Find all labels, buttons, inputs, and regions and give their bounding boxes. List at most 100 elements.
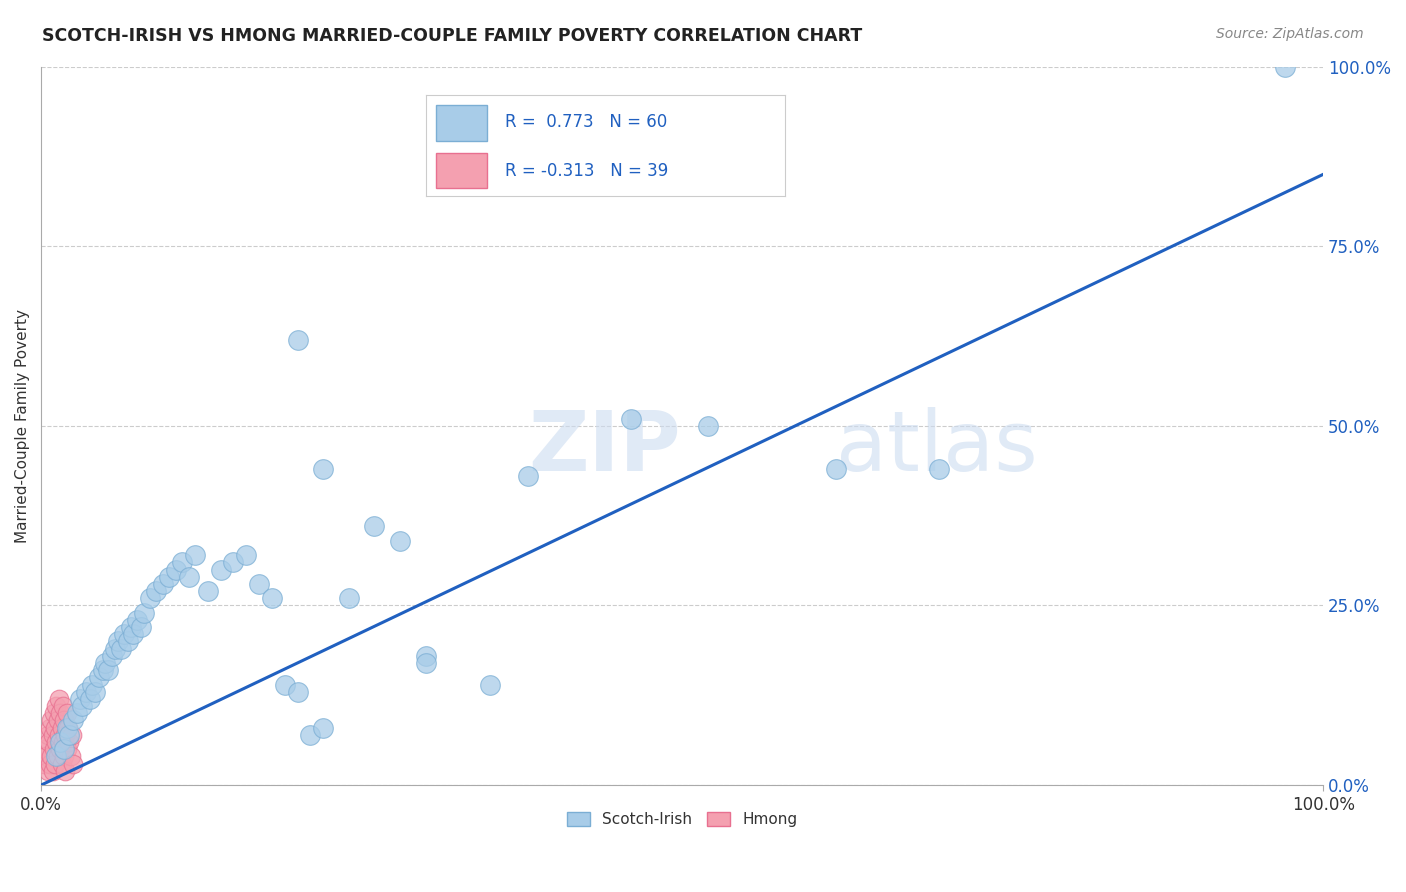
- Point: [34, 742, 56, 756]
- Point: [152, 577, 174, 591]
- Point: [45, 735, 67, 749]
- Point: [46, 714, 69, 728]
- Legend: Scotch-Irish, Hmong: Scotch-Irish, Hmong: [560, 805, 806, 835]
- Point: [38, 735, 60, 749]
- Point: [37, 728, 59, 742]
- Point: [37, 764, 59, 778]
- Point: [55, 728, 77, 742]
- Point: [104, 641, 127, 656]
- Point: [696, 418, 718, 433]
- Point: [260, 591, 283, 606]
- Point: [45, 699, 67, 714]
- Point: [114, 627, 136, 641]
- Point: [62, 714, 84, 728]
- Point: [59, 749, 82, 764]
- Point: [100, 648, 122, 663]
- Point: [66, 706, 89, 721]
- Point: [247, 577, 270, 591]
- Point: [363, 519, 385, 533]
- Point: [42, 742, 65, 756]
- Point: [517, 469, 540, 483]
- Text: SCOTCH-IRISH VS HMONG MARRIED-COUPLE FAMILY POVERTY CORRELATION CHART: SCOTCH-IRISH VS HMONG MARRIED-COUPLE FAM…: [42, 27, 862, 45]
- Point: [39, 721, 62, 735]
- Point: [478, 677, 501, 691]
- Point: [62, 756, 84, 771]
- Point: [84, 684, 107, 698]
- Point: [389, 533, 412, 548]
- Point: [157, 570, 180, 584]
- Point: [35, 749, 58, 764]
- Point: [41, 714, 63, 728]
- Point: [145, 584, 167, 599]
- Point: [53, 742, 76, 756]
- Text: Source: ZipAtlas.com: Source: ZipAtlas.com: [1216, 27, 1364, 41]
- Point: [132, 606, 155, 620]
- Point: [122, 627, 145, 641]
- Point: [165, 563, 187, 577]
- Point: [53, 714, 76, 728]
- Point: [299, 728, 322, 742]
- Point: [287, 333, 309, 347]
- Point: [52, 735, 75, 749]
- Point: [46, 749, 69, 764]
- Point: [82, 677, 104, 691]
- Point: [44, 721, 66, 735]
- Point: [825, 462, 848, 476]
- Point: [129, 620, 152, 634]
- Point: [120, 620, 142, 634]
- Point: [415, 648, 437, 663]
- Point: [52, 699, 75, 714]
- Point: [139, 591, 162, 606]
- Point: [75, 684, 97, 698]
- Point: [273, 677, 295, 691]
- Point: [222, 555, 245, 569]
- Point: [44, 756, 66, 771]
- Y-axis label: Married-Couple Family Poverty: Married-Couple Family Poverty: [15, 309, 30, 543]
- Point: [41, 728, 63, 742]
- Point: [97, 663, 120, 677]
- Point: [55, 706, 77, 721]
- Point: [39, 756, 62, 771]
- Point: [620, 411, 643, 425]
- Point: [197, 584, 219, 599]
- Point: [415, 656, 437, 670]
- Point: [87, 670, 110, 684]
- Point: [107, 634, 129, 648]
- Point: [337, 591, 360, 606]
- Point: [53, 749, 76, 764]
- Point: [1274, 60, 1296, 74]
- Point: [51, 721, 73, 735]
- Point: [69, 691, 91, 706]
- Point: [42, 706, 65, 721]
- Point: [91, 663, 114, 677]
- Point: [110, 641, 132, 656]
- Point: [287, 684, 309, 698]
- Point: [235, 548, 257, 562]
- Point: [172, 555, 194, 569]
- Point: [117, 634, 139, 648]
- Point: [209, 563, 232, 577]
- Text: ZIP: ZIP: [529, 407, 681, 488]
- Point: [55, 764, 77, 778]
- Point: [55, 742, 77, 756]
- Point: [56, 721, 79, 735]
- Point: [48, 728, 70, 742]
- Point: [70, 699, 93, 714]
- Point: [41, 749, 63, 764]
- Point: [58, 735, 80, 749]
- Text: atlas: atlas: [837, 407, 1038, 488]
- Point: [32, 756, 55, 771]
- Point: [49, 735, 72, 749]
- Point: [94, 656, 117, 670]
- Point: [312, 721, 335, 735]
- Point: [928, 462, 950, 476]
- Point: [49, 742, 72, 756]
- Point: [55, 721, 77, 735]
- Point: [177, 570, 200, 584]
- Point: [60, 728, 83, 742]
- Point: [312, 462, 335, 476]
- Point: [49, 706, 72, 721]
- Point: [51, 756, 73, 771]
- Point: [45, 749, 67, 764]
- Point: [58, 728, 80, 742]
